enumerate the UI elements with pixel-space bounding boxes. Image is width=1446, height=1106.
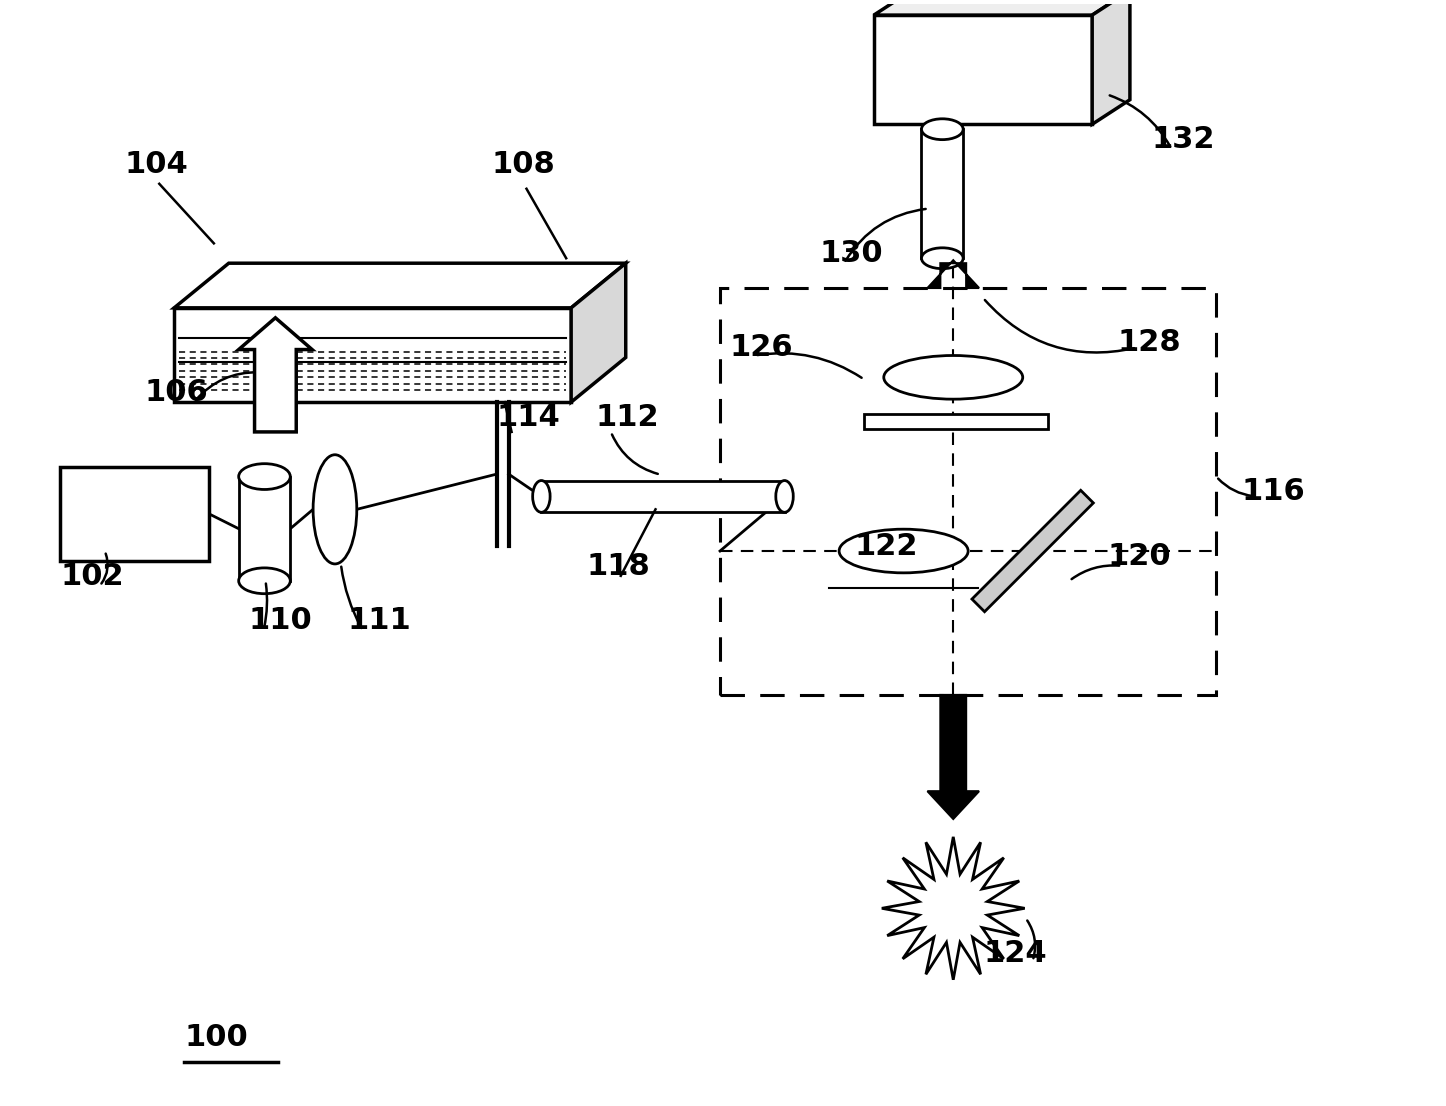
Bar: [863, 414, 1047, 429]
Ellipse shape: [839, 529, 969, 573]
Text: 116: 116: [1241, 478, 1304, 507]
Text: 120: 120: [1108, 542, 1171, 571]
Polygon shape: [927, 695, 979, 818]
Text: 104: 104: [124, 149, 188, 179]
Polygon shape: [571, 263, 626, 403]
Text: 122: 122: [855, 532, 918, 561]
Ellipse shape: [532, 480, 549, 512]
Text: 100: 100: [184, 1023, 247, 1052]
Ellipse shape: [239, 567, 291, 594]
Text: 108: 108: [492, 149, 555, 179]
Text: 111: 111: [348, 606, 412, 635]
Polygon shape: [927, 260, 979, 288]
Polygon shape: [972, 490, 1093, 612]
Text: 112: 112: [596, 403, 659, 432]
Bar: [921, 129, 963, 258]
Bar: [720, 288, 1216, 695]
Text: 110: 110: [249, 606, 312, 635]
Ellipse shape: [921, 248, 963, 269]
Text: 102: 102: [61, 562, 124, 591]
Ellipse shape: [239, 463, 291, 490]
Text: 132: 132: [1152, 125, 1215, 154]
Polygon shape: [873, 15, 1092, 124]
Polygon shape: [882, 837, 1025, 980]
Polygon shape: [873, 0, 1129, 15]
Bar: [61, 467, 208, 561]
Text: 126: 126: [730, 333, 794, 363]
Ellipse shape: [314, 455, 357, 564]
Polygon shape: [239, 317, 312, 432]
Text: 114: 114: [497, 403, 561, 432]
Text: 106: 106: [145, 378, 208, 407]
Ellipse shape: [884, 355, 1022, 399]
Ellipse shape: [921, 118, 963, 139]
Text: 128: 128: [1116, 328, 1180, 357]
Bar: [239, 477, 291, 581]
Text: 130: 130: [820, 239, 884, 268]
Ellipse shape: [777, 480, 794, 512]
Polygon shape: [174, 263, 626, 307]
Polygon shape: [1092, 0, 1129, 124]
Text: 124: 124: [983, 939, 1047, 968]
Bar: [541, 480, 785, 512]
Text: 118: 118: [586, 552, 649, 581]
Polygon shape: [174, 307, 571, 403]
